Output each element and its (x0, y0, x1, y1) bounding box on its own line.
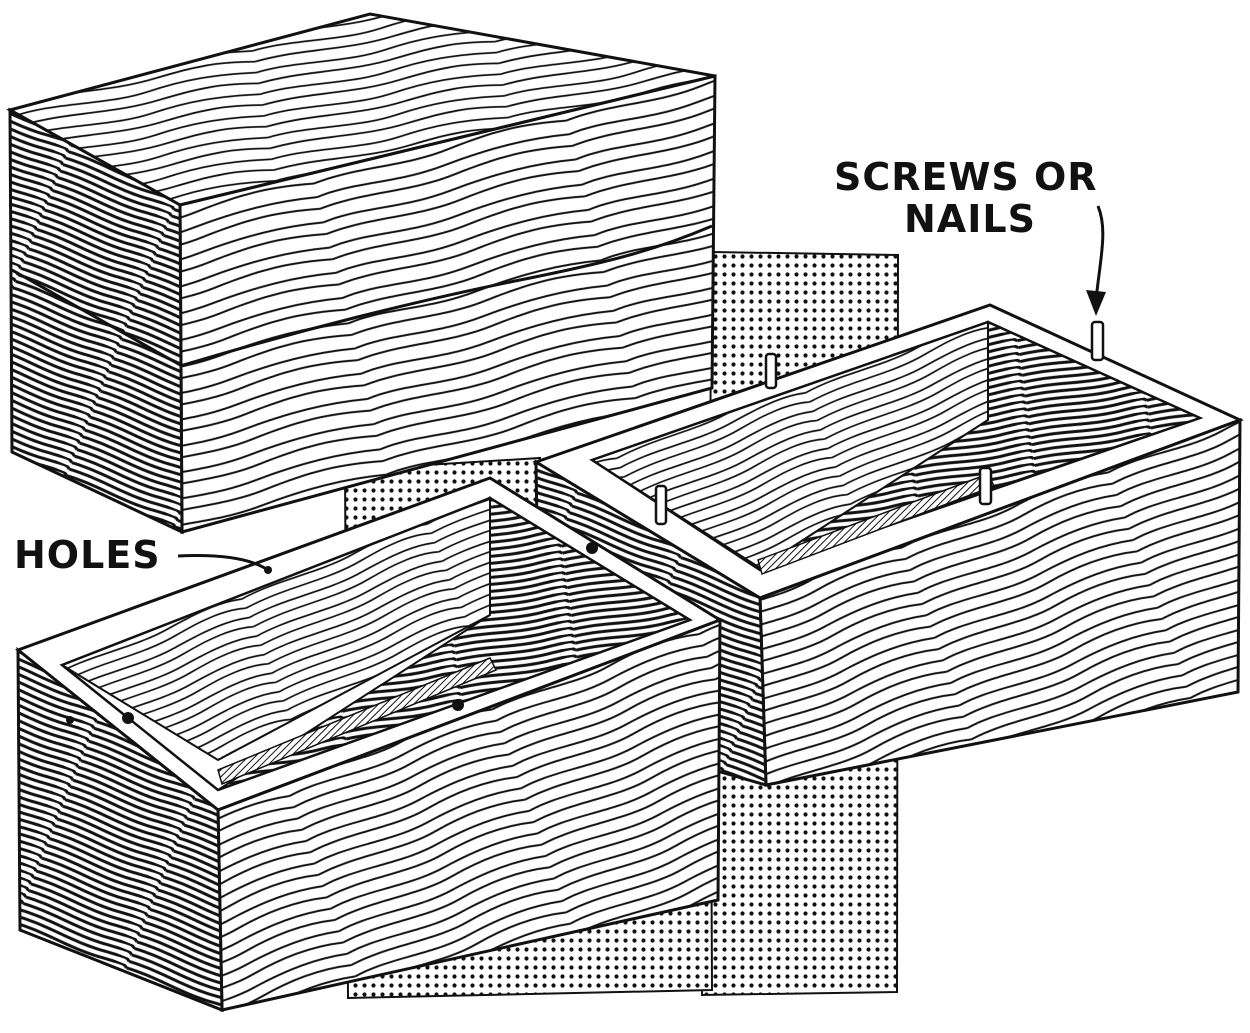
assembled-block (6, 12, 717, 535)
screw-3 (654, 484, 668, 526)
hole-4 (66, 716, 74, 724)
screw-4 (978, 466, 993, 506)
hole-2 (452, 699, 464, 711)
hole-1 (586, 542, 598, 554)
screw-1 (764, 352, 778, 390)
nails-label: NAILS (904, 197, 1036, 241)
screws-or-label: SCREWS OR (834, 155, 1098, 199)
holes-leader (177, 554, 269, 572)
holes-label: HOLES (14, 533, 161, 577)
screw-2 (1090, 320, 1105, 362)
hole-3 (122, 712, 134, 724)
screws-arrow (1086, 205, 1106, 316)
screws (654, 320, 1105, 526)
left-box (14, 476, 724, 1013)
